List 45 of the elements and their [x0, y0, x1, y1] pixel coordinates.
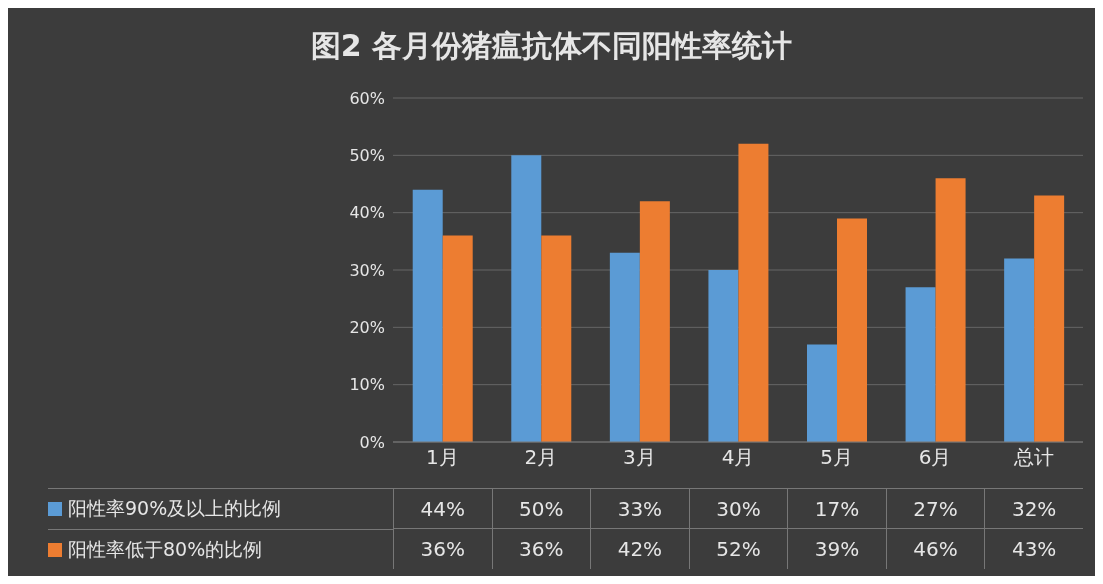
data-label: 43% [984, 529, 1083, 569]
data-label: 36% [491, 529, 591, 569]
data-label: 36% [393, 529, 492, 569]
y-tick-label: 20% [349, 318, 385, 338]
data-label: 52% [688, 529, 788, 569]
bar [541, 235, 572, 442]
bar [442, 235, 473, 442]
data-label: 30% [688, 489, 788, 529]
bar [1004, 258, 1035, 442]
x-tick-label: 总计 [1012, 445, 1054, 470]
data-label: 27% [885, 489, 985, 529]
bar [738, 143, 769, 442]
x-tick-label: 1月 [425, 445, 459, 470]
legend-label: 阳性率低于80%的比例 [68, 537, 263, 562]
bar [1034, 195, 1065, 442]
bar [807, 344, 837, 442]
y-tick-label: 30% [349, 260, 385, 280]
data-label: 33% [590, 489, 689, 529]
data-label: 17% [787, 489, 886, 529]
x-tick-label: 5月 [820, 445, 853, 470]
x-tick-label: 2月 [524, 445, 558, 470]
legend-label: 阳性率90%及以上的比例 [68, 496, 282, 521]
y-tick-label: 0% [359, 432, 385, 452]
data-label: 50% [491, 489, 591, 529]
data-label: 39% [787, 529, 886, 569]
bar [935, 178, 966, 442]
bar [511, 155, 542, 442]
y-tick-label: 60% [349, 88, 385, 108]
bar [905, 287, 936, 442]
bar [412, 189, 443, 442]
y-tick-label: 50% [349, 146, 385, 166]
bar [639, 201, 670, 442]
bar [837, 218, 867, 442]
y-tick-label: 10% [349, 375, 385, 395]
y-tick-label: 40% [349, 203, 385, 223]
bar [609, 252, 640, 442]
data-label: 42% [590, 529, 689, 569]
x-tick-label: 3月 [623, 445, 656, 470]
bar [708, 270, 739, 442]
x-tick-label: 4月 [721, 445, 755, 470]
x-tick-label: 6月 [918, 445, 952, 470]
chart-title: 图2 各月份猪瘟抗体不同阳性率统计 [309, 27, 794, 65]
data-label: 46% [885, 529, 985, 569]
data-label: 44% [393, 489, 492, 529]
data-label: 32% [984, 489, 1083, 529]
